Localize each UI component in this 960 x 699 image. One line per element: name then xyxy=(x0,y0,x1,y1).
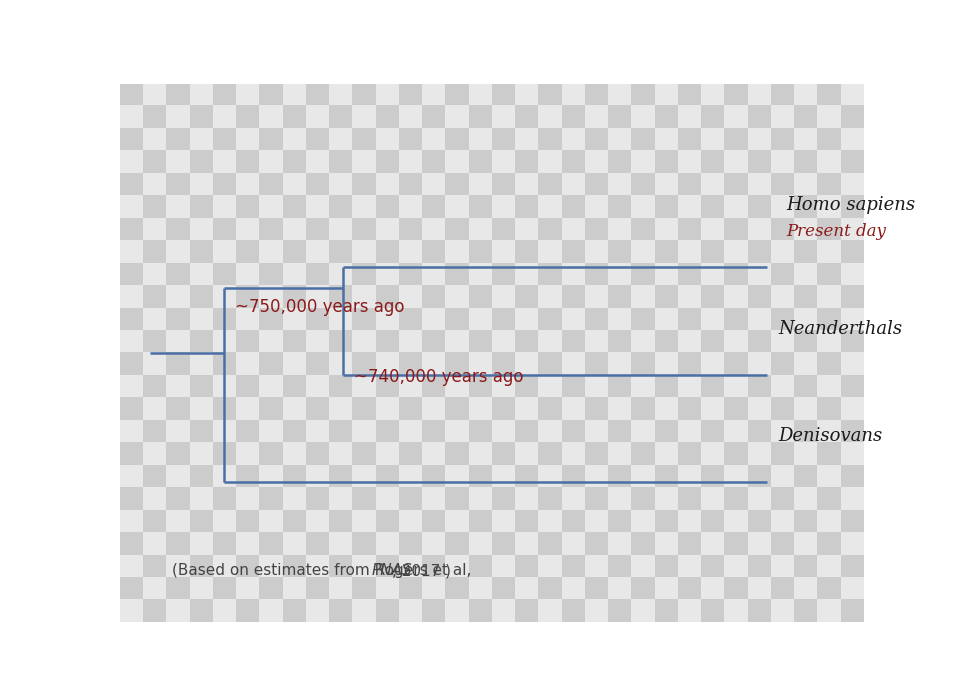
Text: ~740,000 years ago: ~740,000 years ago xyxy=(354,368,524,387)
Text: Neanderthals: Neanderthals xyxy=(779,319,902,338)
Text: Homo sapiens: Homo sapiens xyxy=(786,196,915,214)
Text: ~750,000 years ago: ~750,000 years ago xyxy=(235,298,405,316)
Text: , 2017 ): , 2017 ) xyxy=(392,563,450,579)
Text: PNAS: PNAS xyxy=(372,563,412,579)
Text: Denisovans: Denisovans xyxy=(779,427,882,445)
Text: (Based on estimates from Rogers et al,: (Based on estimates from Rogers et al, xyxy=(172,563,476,579)
Text: Present day: Present day xyxy=(786,224,886,240)
